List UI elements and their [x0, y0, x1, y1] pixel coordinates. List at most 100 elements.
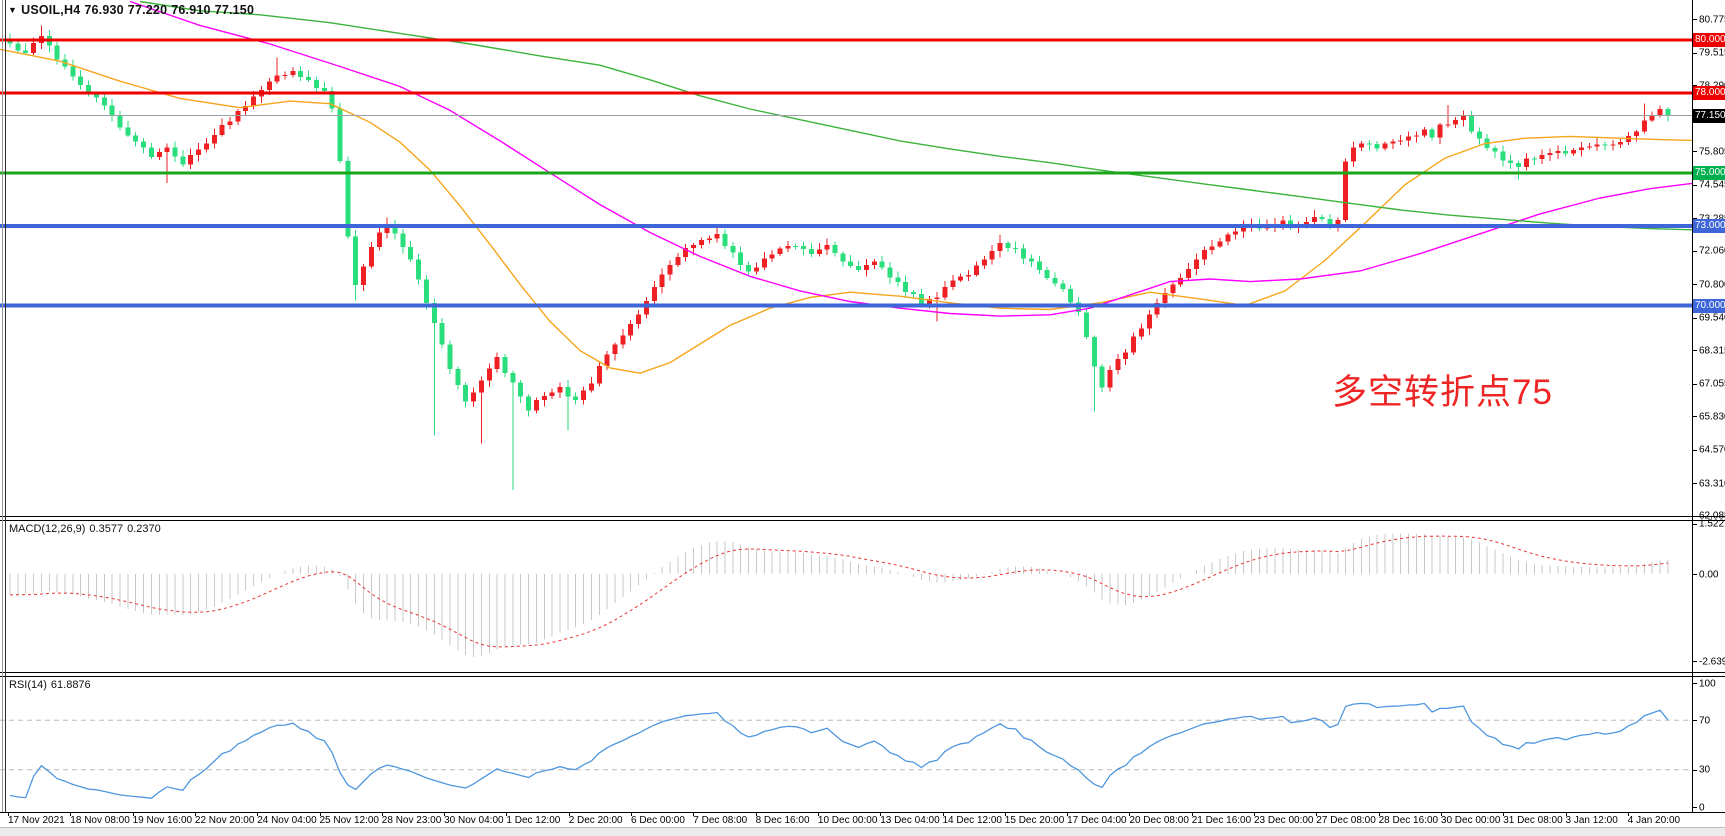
time-tick-label: 28 Dec 16:00 [1378, 815, 1439, 826]
time-tick [631, 813, 632, 816]
price-tick [1693, 720, 1697, 722]
ma-fast-orange [0, 48, 1692, 374]
time-tick [381, 813, 383, 816]
price-tick-label: -2.6392 [1699, 656, 1725, 668]
collapse-triangle-icon[interactable]: ▼ [8, 5, 18, 15]
price-tick-label: 65.830 [1699, 411, 1725, 423]
moving-averages [0, 0, 1692, 374]
price-tick [1693, 515, 1697, 517]
time-tick [817, 813, 819, 816]
time-tick-label: 24 Nov 04:00 [257, 815, 317, 826]
time-tick [1129, 813, 1131, 816]
rsi-indicator-label: RSI(14) 61.8876 [9, 679, 95, 691]
price-tick-label: 80.775 [1699, 14, 1725, 26]
time-tick-label: 20 Dec 08:00 [1129, 815, 1189, 826]
time-tick [1316, 813, 1318, 816]
price-tick-label: 100 [1699, 678, 1716, 689]
price-tick-label: 78.290 [1699, 80, 1725, 91]
price-tick [1693, 769, 1697, 771]
time-tick-label: 31 Dec 08:00 [1503, 815, 1563, 826]
time-tick [506, 813, 508, 816]
price-tick [1693, 350, 1697, 352]
time-tick-label: 21 Dec 16:00 [1191, 815, 1252, 826]
time-tick [132, 813, 134, 816]
time-tick-label: 4 Jan 20:00 [1627, 815, 1681, 826]
low-value: 76.910 [171, 3, 211, 17]
open-value: 76.930 [84, 3, 124, 17]
price-tick [1693, 317, 1697, 319]
price-tick-label: 1.5227 [1699, 518, 1725, 530]
time-tick-label: 23 Dec 00:00 [1254, 815, 1314, 826]
time-tick [1503, 813, 1505, 816]
window-left-edge [2, 0, 3, 812]
chart-annotation-text: 多空转折点75 [1332, 373, 1553, 412]
time-tick-label: 30 Nov 04:00 [444, 815, 504, 826]
rsi-pane[interactable] [0, 675, 1692, 812]
price-tick [1693, 523, 1697, 525]
price-tick [1693, 449, 1697, 451]
price-tick-label: 0 [1699, 802, 1705, 813]
time-tick-label: 2 Dec 20:00 [568, 815, 623, 826]
price-badge-80.000: 80.000 [1693, 33, 1725, 47]
price-badge-70.000: 70.000 [1693, 298, 1725, 313]
price-tick [1693, 574, 1697, 575]
price-tick [1693, 151, 1697, 153]
price-tick-label: 70 [1699, 715, 1711, 727]
price-tick-label: 30 [1699, 764, 1711, 776]
rsi-value: 61.8876 [50, 679, 91, 691]
price-tick [1693, 661, 1697, 663]
time-tick [1440, 813, 1442, 816]
macd-signal-value: 0.2370 [127, 523, 161, 535]
time-tick [693, 813, 695, 816]
time-tick [1191, 813, 1193, 816]
time-tick [1254, 813, 1255, 816]
time-tick [1004, 813, 1006, 816]
macd-main-value: 0.3577 [89, 523, 124, 535]
macd-indicator-label: MACD(12,26,9) 0.3577 0.2370 [9, 523, 165, 535]
main-price-pane[interactable] [0, 0, 1692, 516]
price-tick-label: 62.085 [1699, 510, 1725, 522]
time-tick-label: 19 Nov 16:00 [132, 815, 193, 826]
price-tick [1693, 807, 1697, 808]
time-tick-label: 10 Dec 00:00 [817, 815, 878, 826]
time-tick [1378, 813, 1380, 816]
price-tick-label: 79.515 [1699, 47, 1725, 59]
time-tick [8, 813, 9, 816]
time-tick [568, 813, 570, 816]
price-badge-78.000: 78.000 [1693, 86, 1725, 101]
price-tick-label: 70.800 [1699, 279, 1725, 291]
window-bottom-strip [0, 827, 1725, 836]
time-tick-label: 30 Dec 00:00 [1440, 815, 1501, 826]
macd-signal-line [9, 535, 1668, 648]
time-tick-label: 22 Nov 20:00 [194, 815, 255, 826]
pane-separator-macd-rsi[interactable] [0, 672, 1725, 677]
time-tick [444, 813, 446, 816]
time-tick-label: 27 Dec 08:00 [1316, 815, 1376, 826]
price-tick [1693, 416, 1697, 418]
time-tick-label: 13 Dec 04:00 [880, 815, 940, 826]
time-tick-label: 28 Nov 23:00 [381, 815, 442, 826]
macd-name: MACD(12,26,9) [9, 523, 86, 535]
price-tick-label: 67.055 [1699, 378, 1725, 390]
ma-slow-green [139, 0, 1692, 231]
price-tick-label: 64.570 [1699, 444, 1725, 456]
price-tick [1693, 483, 1697, 485]
time-tick-label: 14 Dec 12:00 [942, 815, 1003, 826]
time-tick-label: 17 Dec 04:00 [1067, 815, 1127, 826]
macd-pane[interactable] [0, 519, 1692, 672]
price-axis-border [1692, 0, 1693, 813]
rsi-name: RSI(14) [9, 679, 47, 691]
symbol-timeframe-label: USOIL,H4 [21, 3, 81, 17]
price-badge-77.150: 77.150 [1693, 108, 1725, 123]
time-tick [880, 813, 882, 816]
time-tick-label: 6 Dec 00:00 [631, 815, 685, 826]
price-tick [1693, 250, 1697, 252]
time-tick-label: 8 Dec 16:00 [755, 815, 810, 826]
time-tick [257, 813, 259, 816]
time-tick [70, 813, 72, 816]
pane-separator-main-macd[interactable] [0, 516, 1725, 521]
price-tick [1693, 19, 1697, 21]
price-badge-73.000: 73.000 [1693, 218, 1725, 233]
candle-wicks-bear [9, 30, 1669, 490]
